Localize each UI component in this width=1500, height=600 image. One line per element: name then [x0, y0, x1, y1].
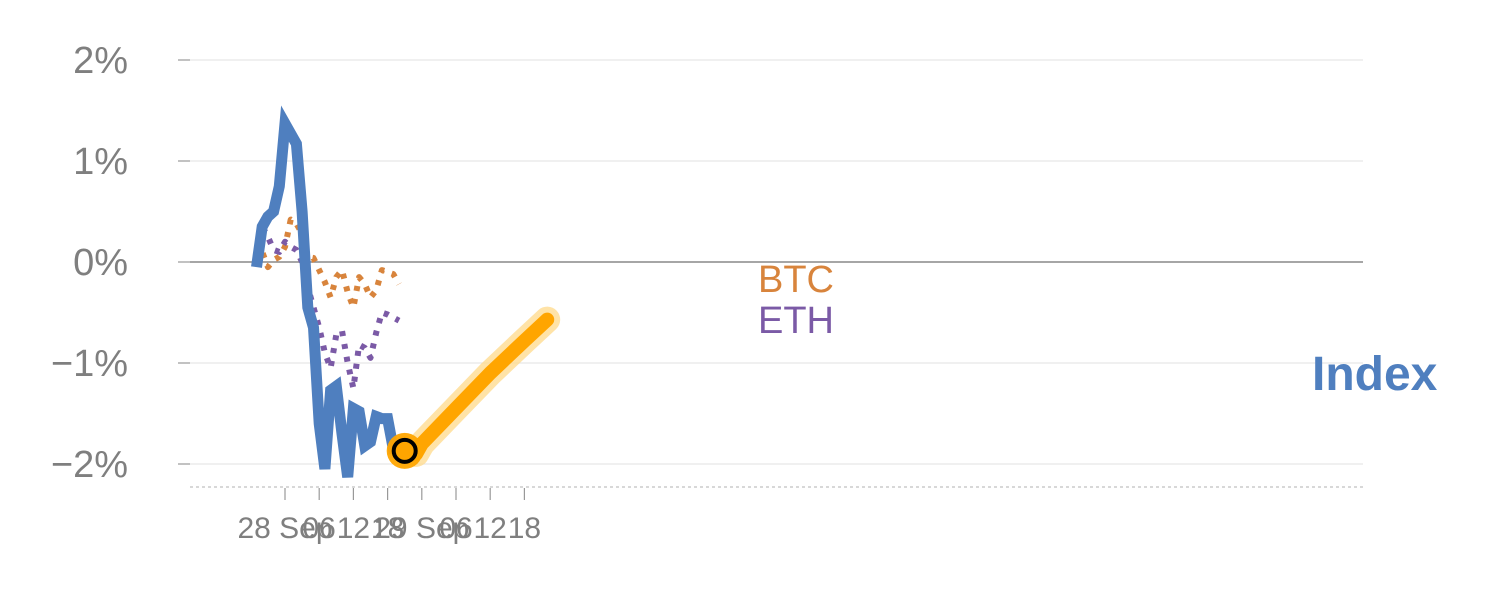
- y-tick-label: 1%: [73, 141, 128, 183]
- series-lines: [251, 105, 561, 478]
- projection-line: [397, 312, 555, 461]
- index-series-line: [251, 105, 409, 478]
- point-markers: [386, 432, 423, 469]
- x-tick-label: 29 Sep: [374, 512, 469, 545]
- x-tick-label: 28 Sep: [237, 512, 332, 545]
- x-tick-label: 06: [303, 512, 336, 545]
- x-tick-label: 12: [474, 512, 507, 545]
- y-tick-label: 0%: [73, 242, 128, 284]
- btc-series-label: BTC: [758, 259, 834, 301]
- eth-series-label: ETH: [758, 300, 834, 342]
- y-tick-label: 2%: [73, 40, 128, 82]
- x-tick-label: 06: [439, 512, 472, 545]
- y-tick-label: −1%: [51, 343, 128, 385]
- index-series-label: Index: [1312, 348, 1438, 401]
- grid-lines: [190, 59, 1363, 465]
- current-point-marker: [391, 437, 418, 464]
- eth-series-line: [253, 223, 401, 392]
- x-tick-label: 12: [337, 512, 370, 545]
- x-tick-label: 18: [508, 512, 541, 545]
- y-tick-label: −2%: [51, 444, 128, 486]
- btc-series-line: [253, 216, 402, 311]
- x-tick-label: 18: [371, 512, 404, 545]
